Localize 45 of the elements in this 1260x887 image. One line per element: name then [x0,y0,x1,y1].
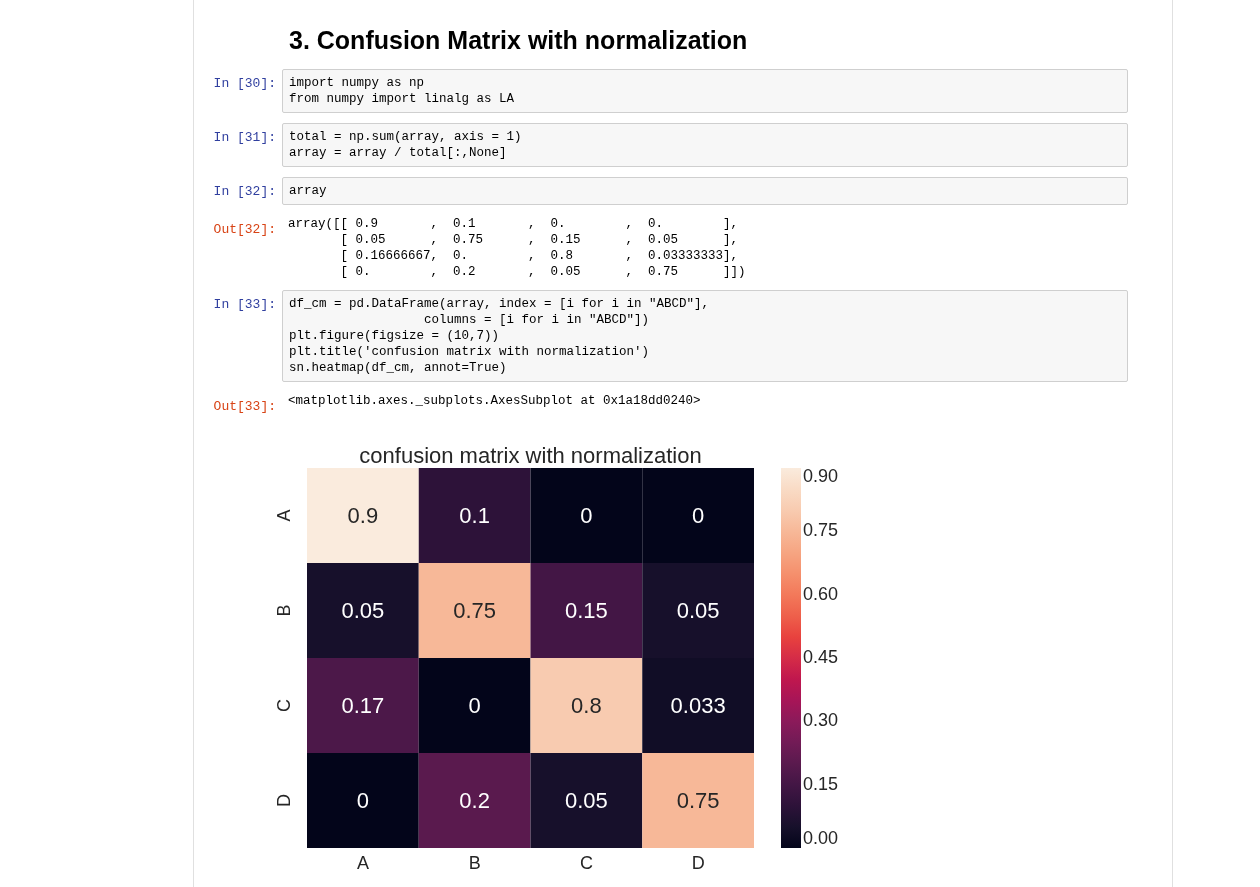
data-label: 0.75 [453,597,497,623]
data-label: 0 [356,787,369,813]
data-label: 0.2 [459,787,490,813]
data-label: 0.05 [341,597,385,623]
chart-title: confusion matrix with normalization [359,443,702,468]
y-tick-label: A [273,509,294,522]
data-label: 0.1 [459,502,490,528]
color-bar-label: 0.75 [803,520,839,541]
text: import numpy as np from numpy import linalg as LA [282,69,1128,113]
data-label: 0 [468,692,481,718]
color-bar-label: 0.60 [803,583,839,604]
data-label: 0.15 [564,597,608,623]
color-bar-label: 0.00 [803,828,839,848]
text: 3. Confusion Matrix with normalization [289,26,748,55]
data-label: 0.8 [571,692,602,718]
text: array [282,177,1128,205]
y-tick-label: B [273,604,294,617]
color-bar-label: 0.90 [803,466,839,486]
color-bar-label: 0.45 [803,647,839,667]
text: <matplotlib.axes._subplots.AxesSubplot at 0x1a18dd0240> [287,393,702,410]
x-tick-label: D [691,852,705,873]
text: In [30]: [212,75,277,93]
data-label: 0 [692,502,705,528]
text: In [32]: [212,183,277,201]
y-tick-label: D [273,794,294,807]
data-label: 0.033 [670,692,726,718]
text: In [33]: [212,296,277,314]
text: df_cm = pd.DataFrame(array, index = [i for i in "ABCD"], columns = [i for i in "ABCD"]) plt.figure(figsize = (10,7)) plt.title('confusion matrix with normalization') sn.heatmap(df_cm, annot=True) [282,290,1128,382]
data-label: 0.05 [676,597,720,623]
x-tick-label: C [579,852,593,873]
y-tick-label: C [273,699,294,712]
text: total = np.sum(array, axis = 1) array = array / total[:,None] [282,123,1128,167]
text: Out[32]: [212,221,277,239]
data-label: 0.05 [564,787,608,813]
data-label: 0 [580,502,593,528]
data-label: 0.9 [347,502,379,528]
x-tick-label: B [468,852,481,873]
text: array([[ 0.9 , 0.1 , 0. , 0. ], [ 0.05 , 0.75 , 0.15 , 0.05 ], [ 0.16666667, 0. , 0.8 , 0.03333333], [ 0. , 0.2 , 0.05 , 0.75 ]]) [287,216,747,280]
color-bar-label: 0.30 [803,710,839,731]
text: Out[33]: [212,398,277,414]
data-label: 0.75 [676,787,720,813]
color-bar-label: 0.15 [803,773,839,794]
text: In [31]: [212,129,277,147]
data-label: 0.17 [341,692,385,718]
x-tick-label: A [356,852,369,873]
